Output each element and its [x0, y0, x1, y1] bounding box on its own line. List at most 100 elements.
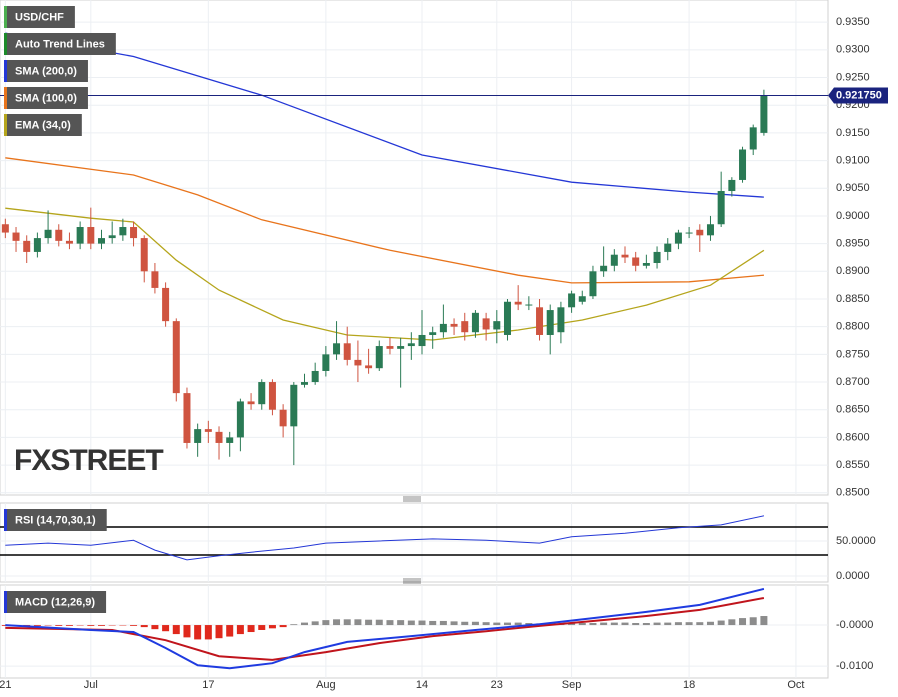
candle-body	[365, 365, 373, 369]
candle-body	[450, 323, 458, 327]
histogram-bar	[87, 625, 95, 626]
candle-body	[717, 191, 725, 225]
candle-body	[65, 240, 73, 244]
legend-box	[4, 60, 88, 82]
candle-body	[578, 296, 586, 302]
histogram-bar	[215, 625, 223, 639]
candle-body	[23, 240, 31, 252]
candle-body	[461, 321, 469, 333]
candle-body	[728, 179, 736, 192]
legend-item[interactable]: USD/CHF	[4, 6, 75, 28]
legend-swatch	[4, 114, 7, 136]
histogram-bar	[461, 621, 469, 626]
y-tick-label: -0.0000	[836, 619, 873, 631]
candle-body	[300, 382, 308, 385]
legend-item[interactable]: Auto Trend Lines	[4, 33, 116, 55]
legend-box	[4, 6, 75, 28]
histogram-bar	[172, 625, 180, 635]
legend-item[interactable]: RSI (14,70,30,1)	[4, 509, 107, 531]
candle-body	[429, 332, 437, 335]
legend-label: MACD (12,26,9)	[15, 596, 95, 608]
main-panel	[0, 0, 829, 496]
legend-swatch	[4, 591, 7, 613]
histogram-bar	[503, 622, 511, 626]
legend-box	[4, 509, 107, 531]
x-tick-label: Aug	[316, 679, 336, 691]
legend-label: USD/CHF	[15, 11, 64, 23]
x-tick-label: 21	[0, 679, 11, 691]
candle-body	[33, 238, 41, 252]
y-tick-label: -0.0100	[836, 660, 873, 672]
candle-body	[632, 257, 640, 266]
histogram-bar	[642, 623, 650, 626]
histogram-bar	[471, 621, 479, 626]
y-tick-label: 0.9350	[836, 16, 870, 28]
histogram-bar	[397, 620, 405, 626]
legend-label: Auto Trend Lines	[15, 38, 105, 50]
y-tick-label: 0.8600	[836, 431, 870, 443]
legend-item[interactable]: SMA (100,0)	[4, 87, 88, 109]
histogram-bar	[600, 622, 608, 626]
candle-body	[322, 354, 330, 371]
candle-body	[471, 312, 479, 333]
candle-body	[642, 263, 650, 266]
candle-body	[674, 232, 682, 244]
candle-body	[108, 235, 116, 239]
last-price-label: 0.921750	[836, 89, 882, 101]
candle-body	[140, 238, 148, 272]
candle-body	[600, 265, 608, 272]
legend-box	[4, 114, 82, 136]
histogram-bar	[653, 622, 661, 626]
histogram-bar	[760, 616, 768, 626]
rsi-panel	[0, 502, 829, 583]
candle-body	[130, 227, 138, 239]
histogram-bar	[151, 625, 159, 630]
last-price-tag	[828, 87, 888, 104]
x-tick-label: Sep	[562, 679, 582, 691]
histogram-bar	[696, 622, 704, 626]
histogram-bar	[664, 622, 672, 626]
candle-body	[760, 95, 768, 133]
legend-item[interactable]: SMA (200,0)	[4, 60, 88, 82]
y-tick-label: 0.9050	[836, 182, 870, 194]
candle-body	[525, 304, 533, 306]
histogram-bar	[418, 620, 426, 626]
histogram-bar	[514, 622, 522, 626]
candle-body	[44, 229, 52, 239]
histogram-bar	[407, 620, 415, 626]
legend-swatch	[4, 33, 7, 55]
legend-label: EMA (34,0)	[15, 119, 71, 131]
x-tick-label: Jul	[84, 679, 98, 691]
histogram-bar	[386, 620, 394, 626]
candle-body	[493, 321, 501, 330]
histogram-bar	[65, 625, 73, 626]
indicator-line	[5, 32, 764, 198]
histogram-bar	[183, 625, 191, 638]
x-tick-label: 23	[491, 679, 503, 691]
legend-swatch	[4, 60, 7, 82]
candle-body	[568, 293, 576, 308]
histogram-bar	[739, 618, 747, 626]
candle-body	[258, 382, 266, 405]
candle-body	[151, 271, 159, 288]
candle-body	[696, 229, 704, 236]
candle-body	[290, 384, 298, 427]
legend-item[interactable]: MACD (12,26,9)	[4, 591, 107, 613]
candle-body	[621, 254, 629, 258]
histogram-bar	[717, 620, 725, 626]
panel-handle[interactable]	[403, 496, 421, 584]
legend-box	[4, 591, 107, 613]
legend-swatch	[4, 6, 7, 28]
y-tick-label: 50.0000	[836, 535, 876, 547]
legend-item[interactable]: EMA (34,0)	[4, 114, 82, 136]
candle-body	[204, 429, 212, 432]
histogram-bar	[728, 619, 736, 626]
candle-body	[119, 227, 127, 236]
histogram-bar	[194, 625, 202, 640]
histogram-bar	[375, 619, 383, 626]
candle-body	[215, 431, 223, 443]
x-tick-label: 18	[683, 679, 695, 691]
histogram-bar	[568, 623, 576, 626]
candle-body	[418, 334, 426, 347]
